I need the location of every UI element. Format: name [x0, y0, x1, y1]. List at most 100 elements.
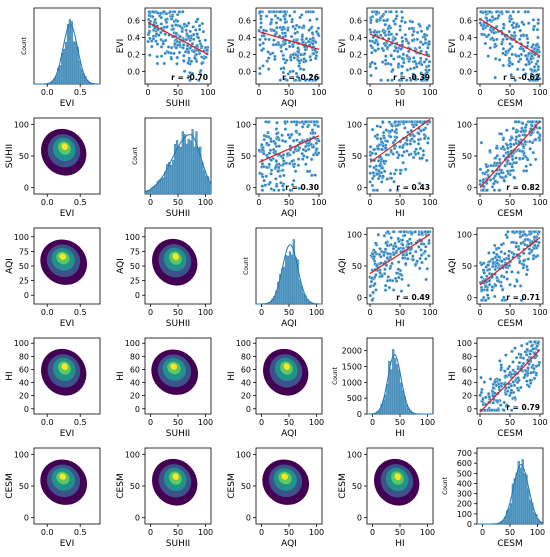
- scatter-point: [383, 31, 386, 34]
- scatter-point: [198, 39, 201, 42]
- histogram-bar: [59, 65, 61, 84]
- scatter-point: [494, 57, 497, 60]
- histogram-bar: [201, 162, 203, 194]
- scatter-point: [416, 260, 419, 263]
- scatter-point: [379, 137, 382, 140]
- y-axis-label: Count: [132, 146, 139, 164]
- histogram-bar: [184, 134, 186, 194]
- scatter-point: [309, 58, 312, 61]
- scatter-point: [508, 283, 511, 286]
- y-tick-label: 0.2: [127, 50, 140, 59]
- scatter-point: [185, 29, 188, 32]
- scatter-point: [519, 386, 522, 389]
- scatter-point: [479, 168, 482, 171]
- scatter-point: [283, 120, 286, 123]
- correlation-label: r = 0.30: [285, 183, 319, 192]
- scatter-point: [268, 152, 271, 155]
- x-tick-label: 100: [530, 528, 545, 537]
- scatter-point: [513, 384, 516, 387]
- scatter-point: [498, 189, 501, 192]
- scatter-point: [175, 46, 178, 49]
- scatter-point: [519, 284, 522, 287]
- scatter-point: [491, 15, 494, 18]
- scatter-point: [532, 151, 535, 154]
- y-tick-label: 100: [236, 339, 251, 348]
- scatter-point: [491, 289, 494, 292]
- scatter-point: [376, 145, 379, 148]
- histogram-bar: [65, 42, 67, 84]
- scatter-point: [532, 254, 535, 257]
- x-axis-label: HI: [395, 429, 404, 439]
- scatter-point: [528, 247, 531, 250]
- scatter-point: [514, 156, 517, 159]
- y-axis-label: AQI: [338, 258, 348, 274]
- scatter-point: [399, 169, 402, 172]
- scatter-point: [405, 149, 408, 152]
- scatter-point: [522, 252, 525, 255]
- scatter-point: [306, 170, 309, 173]
- scatter-point: [422, 153, 425, 156]
- scatter-point: [267, 38, 270, 41]
- scatter-point: [195, 53, 198, 56]
- y-tick-label: 0.0: [349, 67, 362, 76]
- scatter-point: [173, 10, 176, 13]
- scatter-point: [275, 43, 278, 46]
- x-tick-label: 0.0: [41, 528, 54, 537]
- scatter-point: [395, 136, 398, 139]
- scatter-point: [506, 144, 509, 147]
- scatter-point: [270, 21, 273, 24]
- scatter-point: [275, 26, 278, 29]
- correlation-label: r = -0.26: [282, 73, 319, 82]
- scatter-point: [261, 189, 264, 192]
- scatter-point: [491, 285, 494, 288]
- scatter-point: [418, 267, 421, 270]
- scatter-point: [307, 28, 310, 31]
- x-axis-label: AQI: [281, 99, 297, 109]
- x-axis-label: EVI: [60, 209, 75, 219]
- scatter-point: [311, 31, 314, 34]
- scatter-point: [416, 38, 419, 41]
- scatter-point: [487, 392, 490, 395]
- scatter-point: [188, 47, 191, 50]
- correlation-label: r = -0.70: [171, 73, 208, 82]
- scatter-point: [406, 68, 409, 71]
- scatter-point: [512, 127, 515, 130]
- scatter-point: [369, 294, 372, 297]
- scatter-point: [523, 243, 526, 246]
- scatter-point: [517, 248, 520, 251]
- histogram-bar: [301, 286, 303, 304]
- scatter-point: [408, 153, 411, 156]
- scatter-point: [499, 404, 502, 407]
- scatter-point: [536, 48, 539, 51]
- scatter-point: [156, 62, 159, 65]
- scatter-point: [491, 37, 494, 40]
- scatter-point: [294, 32, 297, 35]
- scatter-point: [420, 242, 423, 245]
- y-tick-label: 0: [135, 291, 140, 300]
- scatter-point: [492, 262, 495, 265]
- scatter-point: [493, 295, 496, 298]
- scatter-point: [412, 258, 415, 261]
- scatter-point: [163, 62, 166, 65]
- scatter-point: [196, 32, 199, 35]
- y-tick-label: 80: [19, 352, 29, 361]
- scatter-point: [282, 174, 285, 177]
- x-tick-label: 0.0: [41, 308, 54, 317]
- scatter-point: [498, 158, 501, 161]
- scatter-point: [395, 33, 398, 36]
- histogram-bar: [75, 42, 77, 84]
- x-tick-label: 50: [505, 198, 515, 207]
- scatter-point: [315, 120, 318, 123]
- scatter-point: [374, 242, 377, 245]
- scatter-point: [491, 185, 494, 188]
- scatter-point: [536, 36, 539, 39]
- histogram-bar: [209, 183, 211, 194]
- scatter-point: [504, 353, 507, 356]
- x-tick-label: 0.0: [41, 198, 54, 207]
- x-tick-label: 50: [395, 528, 405, 537]
- scatter-point: [511, 158, 514, 161]
- scatter-point: [384, 44, 387, 47]
- histogram-bar: [303, 293, 305, 304]
